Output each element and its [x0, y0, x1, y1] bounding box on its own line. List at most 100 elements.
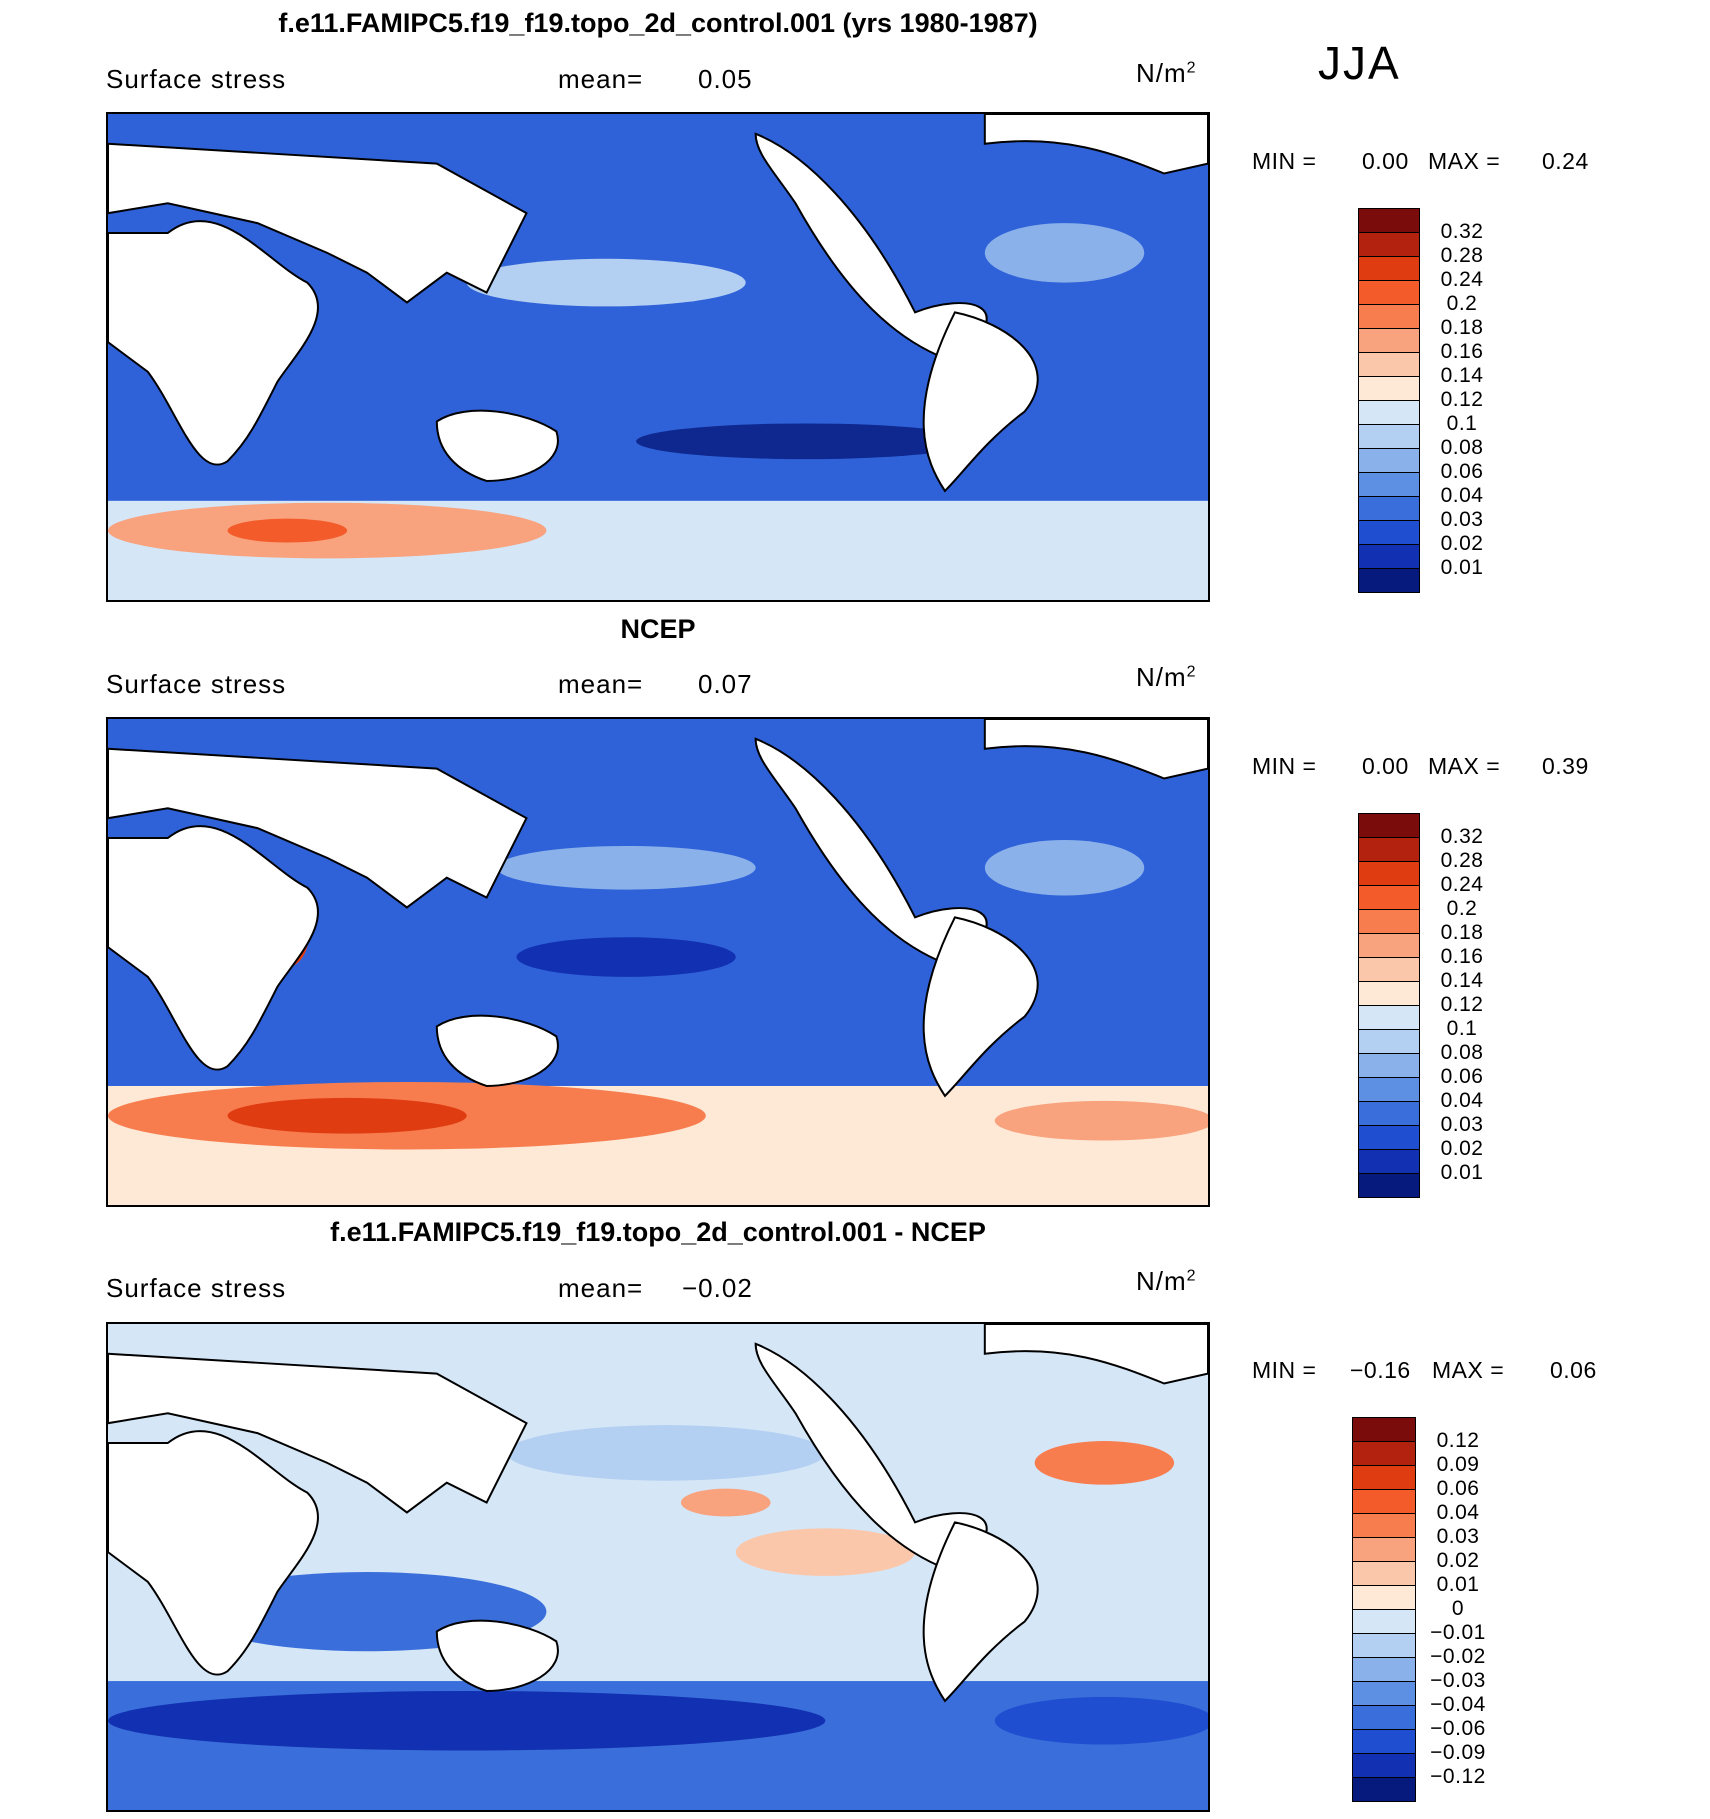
colorbar-tick-label: 0.1 [1446, 1017, 1478, 1040]
colorbar-swatch [1352, 1489, 1416, 1514]
colorbar-tick-label: 0.18 [1440, 316, 1484, 339]
field-highlight [496, 845, 756, 890]
colorbar-swatch [1358, 885, 1420, 910]
panel-3-units: N/m2 [1136, 1266, 1197, 1297]
colorbar-tick-label: 0.24 [1440, 268, 1484, 291]
field-band [227, 518, 348, 543]
panel-2-mean-label: mean= [558, 669, 644, 699]
panel-2-map-svg [108, 719, 1208, 1205]
colorbar-swatch [1358, 1053, 1420, 1078]
colorbar-tick-label: 0.02 [1436, 1549, 1480, 1572]
colorbar-tick-label: 0.04 [1440, 1089, 1484, 1112]
colorbar-swatch [1358, 256, 1420, 281]
colorbar-tick-label: 0.1 [1446, 412, 1478, 435]
colorbar-swatch [1352, 1417, 1416, 1442]
colorbar-tick-label: 0.32 [1440, 220, 1484, 243]
units-exp: 2 [1186, 59, 1197, 77]
colorbar-tick-label: 0.2 [1446, 897, 1478, 920]
colorbar-swatch [1358, 304, 1420, 329]
colorbar-tick-label: 0.28 [1440, 849, 1484, 872]
colorbar-tick-label: 0 [1451, 1597, 1465, 1620]
season-label: JJA [1318, 37, 1401, 89]
colorbar-tick-label: 0.2 [1446, 292, 1478, 315]
field-highlight [1034, 1441, 1175, 1485]
panel-3-mean-label: mean= [558, 1273, 644, 1303]
panel-1-min-label: MIN = [1252, 148, 1317, 174]
colorbar-tick-label: 0.04 [1436, 1501, 1480, 1524]
colorbar-tick-label: 0.06 [1440, 460, 1484, 483]
colorbar-tick-label: 0.04 [1440, 484, 1484, 507]
colorbar-tick-label: 0.06 [1440, 1065, 1484, 1088]
panel-2-title: NCEP [620, 614, 696, 644]
field-band [994, 1100, 1208, 1141]
colorbar-swatch [1358, 981, 1420, 1006]
colorbar-tick-label: −0.12 [1430, 1765, 1486, 1788]
colorbar-tick-label: 0.14 [1440, 364, 1484, 387]
colorbar-swatch [1358, 544, 1420, 569]
colorbar-tick-label: 0.03 [1440, 1113, 1484, 1136]
colorbar-swatch [1352, 1441, 1416, 1466]
colorbar-tick-label: −0.06 [1430, 1717, 1486, 1740]
panel-1-variable: Surface stress [106, 64, 287, 94]
colorbar-tick-label: −0.02 [1430, 1645, 1486, 1668]
field-highlight [984, 840, 1145, 896]
colorbar-tick-label: −0.04 [1430, 1693, 1486, 1716]
panel-2-variable: Surface stress [106, 669, 287, 699]
colorbar-swatch [1358, 1125, 1420, 1150]
colorbar-tick-label: −0.01 [1430, 1621, 1486, 1644]
colorbar-swatch [1352, 1585, 1416, 1610]
panel-3-variable: Surface stress [106, 1273, 287, 1303]
colorbar-tick-label: −0.09 [1430, 1741, 1486, 1764]
colorbar-swatch [1358, 424, 1420, 449]
colorbar-tick-label: 0.02 [1440, 532, 1484, 555]
colorbar-swatch [1358, 232, 1420, 257]
colorbar-swatch [1352, 1513, 1416, 1538]
colorbar-swatch [1358, 1077, 1420, 1102]
colorbar-swatch [1358, 1173, 1420, 1198]
colorbar-swatch [1352, 1465, 1416, 1490]
colorbar-swatch [1352, 1657, 1416, 1682]
panel-2-min-label: MIN = [1252, 753, 1317, 779]
colorbar-tick-label: 0.08 [1440, 1041, 1484, 1064]
colorbar-swatch [1352, 1561, 1416, 1586]
colorbar-tick-label: 0.16 [1440, 945, 1484, 968]
colorbar-tick-label: 0.28 [1440, 244, 1484, 267]
colorbar-swatch [1352, 1729, 1416, 1754]
field-highlight [636, 423, 975, 460]
panel-3-map [106, 1322, 1210, 1812]
field-highlight [506, 1425, 826, 1481]
panel-1-mean-value: 0.05 [698, 64, 753, 94]
colorbar-swatch [1352, 1609, 1416, 1634]
panel-3-min-label: MIN = [1252, 1357, 1317, 1383]
panel-3-map-svg [108, 1324, 1208, 1810]
colorbar-tick-label: 0.08 [1440, 436, 1484, 459]
colorbar-tick-label: 0.12 [1440, 388, 1484, 411]
colorbar-swatch [1358, 1149, 1420, 1174]
units-exp: 2 [1186, 663, 1197, 681]
colorbar-swatch [1358, 472, 1420, 497]
units-exp: 2 [1186, 1267, 1197, 1285]
colorbar-swatch [1358, 837, 1420, 862]
colorbar-swatch [1352, 1753, 1416, 1778]
colorbar-swatch [1352, 1633, 1416, 1658]
colorbar-swatch [1358, 568, 1420, 593]
colorbar-tick-label: 0.32 [1440, 825, 1484, 848]
colorbar-swatch [1358, 813, 1420, 838]
colorbar-tick-label: 0.03 [1440, 508, 1484, 531]
colorbar-tick-label: 0.01 [1440, 556, 1484, 579]
panel-2-map [106, 717, 1210, 1207]
colorbar-swatch [1358, 957, 1420, 982]
continents [108, 114, 1208, 493]
colorbar-swatch [1358, 909, 1420, 934]
panel-2-mean-value: 0.07 [698, 669, 753, 699]
colorbar-swatch [1352, 1777, 1416, 1802]
colorbar-swatch [1352, 1537, 1416, 1562]
panel-2-units: N/m2 [1136, 662, 1197, 693]
panel-1-min-value: 0.00 [1362, 148, 1409, 174]
field-highlight [466, 258, 746, 307]
field-band [108, 1690, 826, 1751]
colorbar-swatch [1352, 1681, 1416, 1706]
colorbar-swatch [1358, 1101, 1420, 1126]
colorbar-swatch [1358, 208, 1420, 233]
colorbar-tick-label: 0.01 [1440, 1161, 1484, 1184]
